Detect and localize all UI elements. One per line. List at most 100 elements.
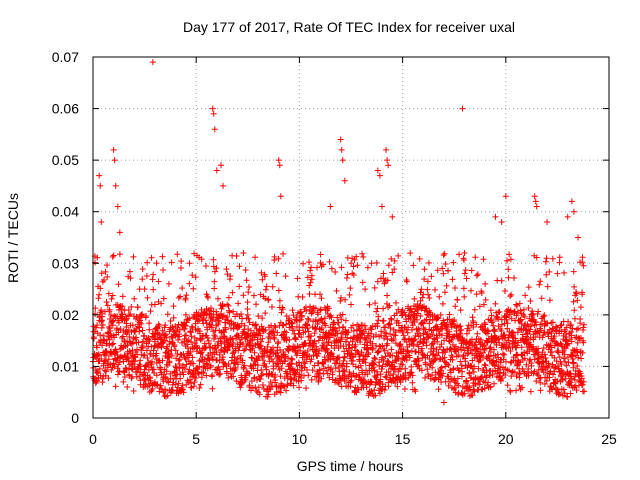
data-point xyxy=(93,344,100,351)
data-point xyxy=(209,318,216,325)
y-tick-label: 0.05 xyxy=(52,152,79,168)
data-point xyxy=(368,326,375,333)
data-point xyxy=(245,315,252,322)
data-point xyxy=(125,312,132,319)
data-point xyxy=(170,303,177,310)
data-point xyxy=(277,193,284,200)
data-point xyxy=(123,315,130,322)
data-point xyxy=(461,270,468,277)
data-point xyxy=(165,280,172,287)
y-tick-labels: 0 0.01 0.02 0.03 0.04 0.05 0.06 0.07 xyxy=(52,49,79,426)
data-point xyxy=(407,306,414,313)
data-point xyxy=(505,344,512,351)
data-point xyxy=(479,373,486,380)
data-point xyxy=(463,377,470,384)
data-point xyxy=(160,266,167,273)
data-point xyxy=(450,259,457,266)
data-point xyxy=(224,313,231,320)
data-point xyxy=(540,359,547,366)
data-point xyxy=(267,386,274,393)
data-point xyxy=(147,308,154,315)
data-point xyxy=(579,381,586,388)
data-point xyxy=(573,290,580,297)
data-point xyxy=(235,361,242,368)
data-point xyxy=(235,347,242,354)
data-point xyxy=(211,285,218,292)
data-point xyxy=(242,267,249,274)
data-point xyxy=(131,295,138,302)
data-point xyxy=(327,356,334,363)
data-point xyxy=(320,261,327,268)
data-point xyxy=(303,321,310,328)
data-point xyxy=(560,386,567,393)
data-point xyxy=(188,323,195,330)
data-point xyxy=(203,306,210,313)
data-point xyxy=(522,292,529,299)
data-point xyxy=(563,362,570,369)
data-point xyxy=(520,306,527,313)
data-point xyxy=(565,318,572,325)
data-point xyxy=(354,262,361,269)
data-point xyxy=(502,313,509,320)
y-tick-label: 0.06 xyxy=(52,101,79,117)
data-point xyxy=(338,316,345,323)
data-point xyxy=(378,354,385,361)
data-point xyxy=(220,312,227,319)
data-point xyxy=(398,312,405,319)
data-point xyxy=(170,314,177,321)
data-point xyxy=(240,365,247,372)
data-point xyxy=(335,364,342,371)
data-point xyxy=(146,320,153,327)
data-point xyxy=(372,332,379,339)
x-axis-label: GPS time / hours xyxy=(297,458,404,474)
data-point xyxy=(159,253,166,260)
data-point xyxy=(542,258,549,265)
data-point xyxy=(448,336,455,343)
data-point xyxy=(424,352,431,359)
data-point xyxy=(279,306,286,313)
data-point xyxy=(162,387,169,394)
data-point xyxy=(303,385,310,392)
data-point xyxy=(480,256,487,263)
data-point xyxy=(287,371,294,378)
data-point xyxy=(190,383,197,390)
data-point xyxy=(183,292,190,299)
data-point xyxy=(148,358,155,365)
data-point xyxy=(533,203,540,210)
data-point xyxy=(288,323,295,330)
data-point xyxy=(262,286,269,293)
data-point xyxy=(243,277,250,284)
data-point xyxy=(282,273,289,280)
data-point xyxy=(154,381,161,388)
data-point xyxy=(183,361,190,368)
data-point xyxy=(272,379,279,386)
data-point xyxy=(563,324,570,331)
data-point xyxy=(292,370,299,377)
data-point xyxy=(577,370,584,377)
data-point xyxy=(295,359,302,366)
data-point xyxy=(389,352,396,359)
data-point xyxy=(233,253,240,260)
data-point xyxy=(184,341,191,348)
y-tick-label: 0 xyxy=(71,410,79,426)
data-point xyxy=(429,317,436,324)
data-point xyxy=(457,358,464,365)
data-point xyxy=(504,320,511,327)
data-point xyxy=(551,333,558,340)
data-point xyxy=(196,317,203,324)
data-point xyxy=(514,342,521,349)
data-point xyxy=(118,306,125,313)
data-point xyxy=(209,385,216,392)
data-point xyxy=(253,387,260,394)
data-point xyxy=(251,374,258,381)
data-point xyxy=(342,338,349,345)
data-point xyxy=(198,349,205,356)
data-point xyxy=(364,342,371,349)
data-point xyxy=(569,325,576,332)
data-point xyxy=(175,294,182,301)
data-point xyxy=(259,335,266,342)
data-point xyxy=(543,271,550,278)
data-point xyxy=(268,303,275,310)
data-point xyxy=(504,257,511,264)
data-point xyxy=(208,324,215,331)
